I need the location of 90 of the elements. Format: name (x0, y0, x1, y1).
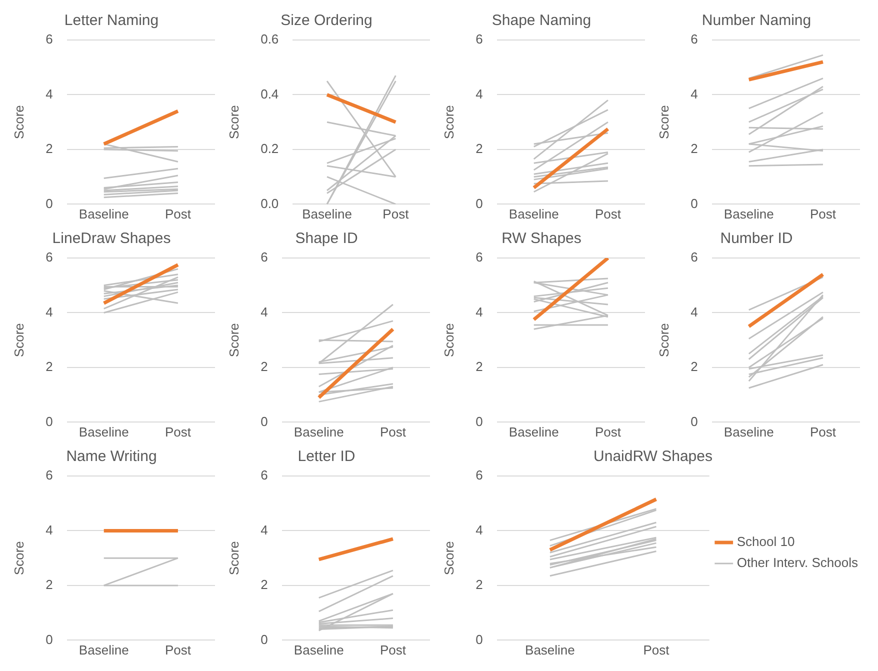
y-tick-label: 6 (690, 32, 698, 47)
y-tick-label: 0 (476, 414, 483, 429)
y-tick-label: 6 (46, 32, 53, 47)
y-axis-title: Score (441, 105, 456, 140)
x-tick-label: Post (594, 206, 622, 222)
y-tick-label: 2 (476, 577, 483, 592)
y-axis-title: Score (441, 323, 456, 358)
y-axis-title: Score (11, 323, 26, 358)
x-tick-label: Baseline (525, 642, 575, 658)
x-tick-label: Post (164, 642, 192, 658)
y-tick-label: 0.6 (260, 32, 279, 47)
y-axis-title: Score (656, 105, 672, 140)
y-tick-label: 2 (476, 359, 483, 374)
chart-title: Shape Naming (492, 12, 592, 30)
y-tick-label: 0 (46, 414, 53, 429)
chart-title: Number Naming (702, 12, 812, 30)
chart-title: Name Writing (66, 448, 157, 466)
y-tick-label: 2 (476, 141, 483, 156)
y-tick-label: 4 (46, 304, 53, 320)
y-tick-label: 2 (46, 141, 53, 156)
y-tick-label: 0.2 (260, 141, 279, 156)
x-tick-label: Post (810, 424, 836, 440)
y-tick-label: 4 (690, 304, 698, 320)
y-tick-label: 4 (260, 522, 268, 538)
y-tick-label: 0 (690, 196, 698, 211)
x-tick-label: Post (164, 206, 192, 222)
chart-title: UnaidRW Shapes (594, 448, 712, 466)
y-tick-label: 4 (476, 304, 483, 320)
y-tick-label: 0.0 (260, 196, 279, 211)
x-tick-label: Baseline (294, 424, 344, 440)
y-tick-label: 0 (260, 414, 268, 429)
y-tick-label: 6 (46, 250, 53, 265)
y-tick-label: 2 (690, 359, 698, 374)
x-tick-label: Baseline (508, 206, 559, 222)
legend-label: Other Interv. Schools (736, 555, 858, 570)
y-tick-label: 2 (46, 359, 53, 374)
y-tick-label: 2 (260, 359, 268, 374)
x-tick-label: Baseline (508, 424, 559, 440)
x-tick-label: Post (382, 206, 410, 222)
y-axis-title: Score (226, 541, 242, 576)
y-axis-title: Score (11, 541, 26, 576)
y-tick-label: 6 (690, 250, 698, 265)
y-tick-label: 6 (46, 468, 53, 483)
y-tick-label: 4 (46, 86, 53, 102)
y-tick-label: 4 (46, 522, 53, 538)
chart-title: Letter Naming (64, 12, 159, 30)
y-tick-label: 0 (476, 196, 483, 211)
y-tick-label: 4 (260, 304, 268, 320)
y-tick-label: 6 (476, 468, 483, 483)
x-tick-label: Post (643, 642, 670, 658)
chart-title: LineDraw Shapes (52, 230, 171, 248)
y-tick-label: 6 (260, 250, 268, 265)
y-tick-label: 2 (690, 141, 698, 156)
x-tick-label: Baseline (294, 642, 344, 658)
x-tick-label: Baseline (302, 206, 352, 222)
x-tick-label: Baseline (78, 206, 129, 222)
x-tick-label: Post (810, 206, 836, 222)
legend-label: School 10 (736, 534, 795, 550)
x-tick-label: Baseline (724, 206, 774, 222)
y-axis-title: Score (226, 105, 242, 140)
chart-title: Number ID (720, 230, 793, 248)
y-tick-label: 0 (690, 414, 698, 429)
y-tick-label: 2 (260, 577, 268, 592)
chart-title: Shape ID (295, 230, 358, 248)
x-tick-label: Post (380, 424, 406, 440)
y-tick-label: 6 (260, 468, 268, 483)
y-tick-label: 4 (476, 522, 483, 538)
y-tick-label: 6 (476, 250, 483, 265)
chart-title: Size Ordering (280, 12, 372, 30)
chart-title: Letter ID (298, 448, 356, 466)
y-tick-label: 0.4 (260, 86, 279, 102)
x-tick-label: Post (594, 424, 622, 440)
y-axis-title: Score (656, 323, 672, 358)
y-tick-label: 0 (476, 632, 483, 647)
y-tick-label: 2 (46, 577, 53, 592)
y-tick-label: 6 (476, 32, 483, 47)
y-axis-title: Score (226, 323, 242, 358)
x-tick-label: Baseline (724, 424, 774, 440)
y-axis-title: Score (441, 541, 456, 576)
x-tick-label: Baseline (78, 424, 129, 440)
y-tick-label: 0 (46, 196, 53, 211)
y-tick-label: 4 (476, 86, 483, 102)
y-axis-title: Score (11, 105, 26, 140)
y-tick-label: 4 (690, 86, 698, 102)
y-tick-label: 0 (46, 632, 53, 647)
x-tick-label: Post (164, 424, 192, 440)
x-tick-label: Post (380, 642, 406, 658)
y-tick-label: 0 (260, 632, 268, 647)
x-tick-label: Baseline (78, 642, 129, 658)
chart-title: RW Shapes (502, 230, 582, 248)
